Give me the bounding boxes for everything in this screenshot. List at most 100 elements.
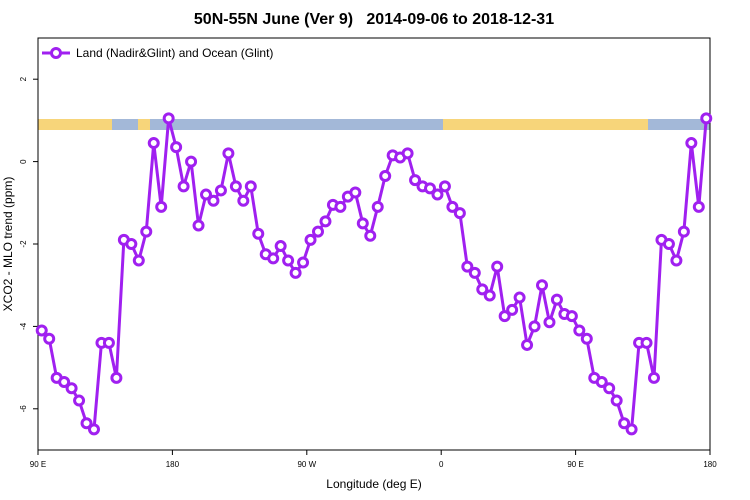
data-point [147, 137, 160, 150]
data-point [214, 184, 227, 197]
data-point [371, 200, 384, 213]
chart-title: 50N-55N June (Ver 9) 2014-09-06 to 2018-… [194, 11, 554, 28]
y-tick-label: -4 [19, 322, 28, 330]
data-point [207, 194, 220, 207]
data-point [222, 147, 235, 160]
data-point [476, 283, 489, 296]
data-point [73, 394, 86, 407]
data-point [513, 291, 526, 304]
land-strip [38, 119, 112, 130]
x-tick-label: 180 [166, 460, 180, 469]
data-point [185, 155, 198, 168]
data-point [648, 371, 660, 384]
data-point [453, 207, 466, 220]
data-point [483, 289, 496, 302]
data-point [65, 382, 78, 395]
data-point [446, 200, 459, 213]
ocean-strip [38, 119, 710, 130]
data-point [618, 417, 631, 430]
data-point [640, 336, 653, 349]
land-ocean-strip [38, 119, 710, 130]
data-point [580, 332, 593, 345]
legend-marker [50, 47, 62, 59]
data-point [349, 186, 362, 199]
data-point [297, 256, 310, 269]
data-point [267, 252, 280, 265]
data-point [409, 174, 422, 187]
y-tick-label: 0 [19, 159, 28, 164]
data-point [80, 417, 93, 430]
x-tick-label: 0 [439, 460, 444, 469]
data-point [610, 394, 623, 407]
data-point [237, 194, 250, 207]
data-point [200, 188, 212, 201]
data-point [685, 137, 698, 150]
data-point [625, 423, 638, 436]
data-point [252, 227, 265, 240]
data-point [43, 332, 56, 345]
data-point [506, 303, 519, 316]
data-point [140, 225, 153, 238]
data-point [125, 238, 138, 250]
y-tick-label: -2 [19, 240, 28, 248]
data-point [431, 188, 444, 201]
data-point [573, 324, 586, 337]
data-point [155, 200, 168, 213]
data-point [670, 254, 683, 267]
data-point [274, 240, 287, 253]
y-tick-label: -6 [19, 405, 28, 413]
data-point [379, 170, 392, 183]
data-point [282, 254, 295, 267]
data-point [319, 215, 332, 228]
data-point [565, 310, 578, 323]
data-point [550, 293, 563, 306]
data-point [692, 200, 705, 213]
x-axis-label: Longitude (deg E) [326, 477, 421, 491]
data-point [170, 141, 183, 154]
data-point [491, 260, 504, 273]
data-point [468, 266, 481, 279]
x-tick-label: 90 E [30, 460, 46, 469]
data-point [677, 225, 690, 238]
data-point [35, 324, 48, 337]
data-point [662, 238, 675, 250]
data-point [700, 112, 713, 125]
data-point [162, 112, 175, 125]
x-tick-label: 90 W [297, 460, 316, 469]
data-point [132, 254, 145, 267]
data-point [177, 180, 190, 193]
data-point [521, 338, 534, 351]
data-point [58, 376, 71, 389]
data-point [356, 217, 369, 230]
data-point [229, 180, 242, 193]
data-point [364, 229, 377, 242]
data-point [401, 147, 414, 160]
data-point [424, 182, 436, 195]
land-strip [443, 119, 648, 130]
data-point [498, 310, 511, 323]
legend: Land (Nadir&Glint) and Ocean (Glint) [42, 46, 273, 60]
data-point [595, 376, 608, 389]
data-point [102, 336, 115, 349]
x-tick-label: 180 [703, 460, 717, 469]
data-point [312, 225, 324, 238]
data-point [304, 233, 317, 246]
data-point [110, 371, 123, 384]
data-point [192, 219, 205, 232]
data-point [289, 266, 302, 279]
data-point [244, 180, 257, 193]
data-point [438, 180, 451, 193]
data-point [461, 260, 474, 273]
land-strip [138, 119, 150, 130]
data-point [603, 382, 616, 395]
data-point [334, 200, 347, 213]
data-point [88, 423, 100, 436]
legend-label: Land (Nadir&Glint) and Ocean (Glint) [76, 46, 273, 60]
y-axis-label: XCO2 - MLO trend (ppm) [1, 177, 15, 312]
data-point [528, 320, 541, 333]
data-point [536, 279, 548, 292]
data-point [543, 316, 556, 329]
x-tick-label: 90 E [567, 460, 583, 469]
y-tick-label: 2 [19, 76, 28, 81]
